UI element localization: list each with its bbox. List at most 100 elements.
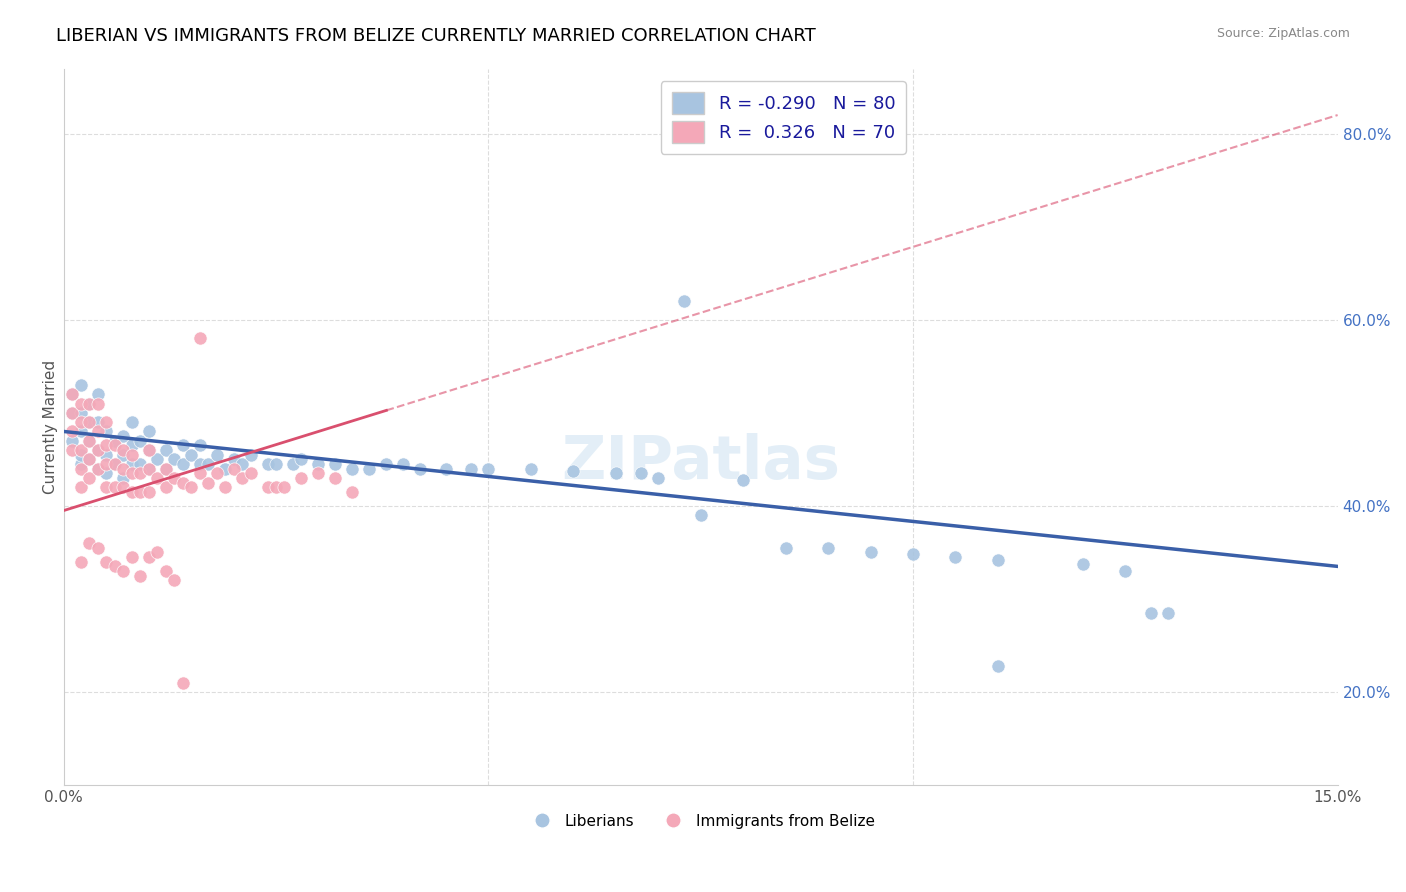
Point [689, 508, 711, 523]
Point [146, 452, 169, 467]
Point [94, 480, 117, 494]
Point [172, 438, 194, 452]
Legend: Liberians, Immigrants from Belize: Liberians, Immigrants from Belize [520, 807, 880, 835]
Point [342, 485, 364, 500]
Point [172, 457, 194, 471]
Point [112, 443, 135, 458]
Point [121, 485, 143, 500]
Point [77, 434, 100, 448]
Point [77, 434, 100, 448]
Point [434, 461, 457, 475]
Point [155, 480, 177, 494]
Point [112, 448, 135, 462]
Point [1114, 564, 1136, 578]
Point [477, 461, 499, 475]
Point [138, 461, 160, 475]
Point [630, 467, 652, 481]
Point [987, 659, 1010, 673]
Point [121, 550, 143, 565]
Point [77, 536, 100, 550]
Point [733, 473, 755, 487]
Point [205, 448, 228, 462]
Point [325, 471, 347, 485]
Point [77, 415, 100, 429]
Point [672, 294, 695, 309]
Point [69, 480, 91, 494]
Point [69, 461, 91, 475]
Point [86, 425, 108, 439]
Point [86, 443, 108, 458]
Point [138, 485, 160, 500]
Point [155, 443, 177, 458]
Point [188, 467, 211, 481]
Point [562, 464, 585, 478]
Point [375, 457, 398, 471]
Point [146, 471, 169, 485]
Point [188, 457, 211, 471]
Point [60, 387, 83, 401]
Point [180, 480, 202, 494]
Point [460, 461, 482, 475]
Point [69, 448, 91, 462]
Point [121, 448, 143, 462]
Point [77, 396, 100, 410]
Point [163, 452, 186, 467]
Point [60, 406, 83, 420]
Point [60, 434, 83, 448]
Point [239, 467, 262, 481]
Point [281, 457, 304, 471]
Point [69, 555, 91, 569]
Point [197, 457, 219, 471]
Point [121, 457, 143, 471]
Point [86, 461, 108, 475]
Point [86, 461, 108, 475]
Point [129, 457, 152, 471]
Point [77, 452, 100, 467]
Point [138, 425, 160, 439]
Point [60, 387, 83, 401]
Point [69, 415, 91, 429]
Point [86, 541, 108, 555]
Point [60, 443, 83, 458]
Point [94, 425, 117, 439]
Point [205, 467, 228, 481]
Point [69, 425, 91, 439]
Point [155, 564, 177, 578]
Point [121, 438, 143, 452]
Point [138, 461, 160, 475]
Point [273, 480, 295, 494]
Point [121, 415, 143, 429]
Point [69, 406, 91, 420]
Point [172, 475, 194, 490]
Point [94, 555, 117, 569]
Point [69, 378, 91, 392]
Point [69, 396, 91, 410]
Point [1139, 606, 1161, 620]
Point [86, 396, 108, 410]
Point [188, 331, 211, 345]
Point [231, 457, 253, 471]
Point [104, 559, 127, 574]
Text: ZIPatlas: ZIPatlas [561, 434, 841, 492]
Point [308, 467, 330, 481]
Point [94, 457, 117, 471]
Point [817, 541, 839, 555]
Point [112, 564, 135, 578]
Point [138, 443, 160, 458]
Point [214, 480, 236, 494]
Point [60, 425, 83, 439]
Point [222, 461, 245, 475]
Point [1157, 606, 1180, 620]
Point [129, 485, 152, 500]
Text: LIBERIAN VS IMMIGRANTS FROM BELIZE CURRENTLY MARRIED CORRELATION CHART: LIBERIAN VS IMMIGRANTS FROM BELIZE CURRE… [56, 27, 815, 45]
Point [138, 443, 160, 458]
Point [104, 434, 127, 448]
Point [86, 443, 108, 458]
Point [94, 415, 117, 429]
Point [69, 457, 91, 471]
Point [308, 457, 330, 471]
Point [112, 480, 135, 494]
Point [290, 452, 312, 467]
Point [112, 461, 135, 475]
Point [214, 461, 236, 475]
